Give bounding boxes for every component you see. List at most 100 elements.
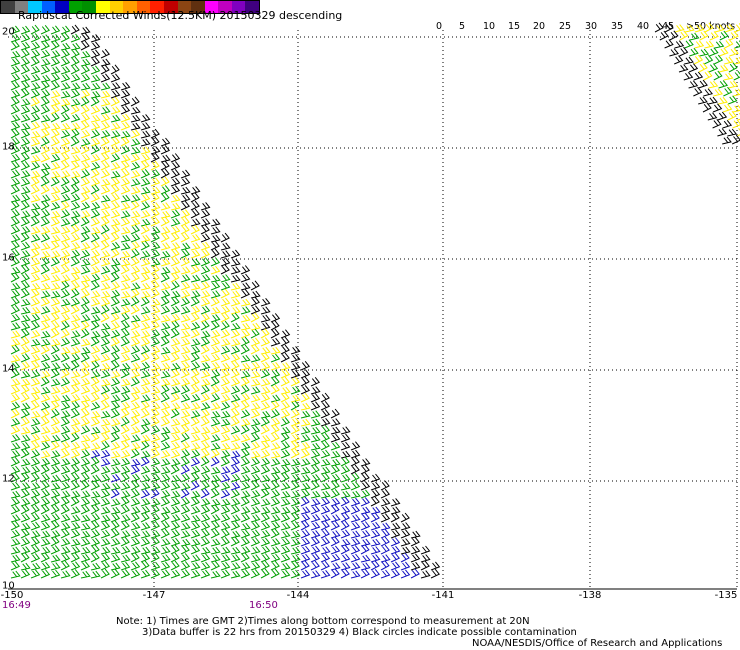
wind-barb: [30, 209, 41, 219]
wind-barb: [100, 345, 111, 355]
wind-barb: [260, 440, 270, 451]
wind-barb: [180, 224, 190, 235]
wind-barb: [60, 553, 71, 563]
wind-barb: [100, 273, 111, 283]
wind-barb: [160, 232, 170, 243]
wind-barb: [30, 386, 41, 395]
wind-barb: [20, 306, 31, 315]
wind-barb: [80, 64, 90, 75]
wind-barb: [110, 482, 121, 491]
wind-barb: [190, 497, 200, 507]
colorbar-swatch: [204, 1, 219, 13]
wind-barb: [10, 73, 21, 83]
wind-barb: [320, 449, 331, 459]
wind-barb: [100, 449, 111, 459]
wind-barb: [240, 490, 251, 499]
wind-barb: [390, 522, 401, 531]
wind-barb: [160, 441, 171, 451]
wind-barb: [300, 482, 311, 491]
wind-barb: [130, 546, 141, 555]
wind-barb: [30, 553, 41, 563]
wind-barb: [170, 161, 181, 171]
wind-barb: [50, 362, 61, 371]
wind-barb: [10, 481, 21, 491]
wind-barb: [120, 490, 131, 499]
wind-barb: [170, 474, 181, 483]
wind-barb: [200, 505, 211, 515]
wind-barb: [150, 298, 161, 307]
wind-barb: [240, 448, 250, 459]
wind-barb: [200, 362, 211, 371]
wind-barb: [200, 465, 211, 475]
wind-barb: [60, 209, 71, 219]
wind-barb: [210, 274, 221, 283]
wind-barb: [410, 561, 421, 571]
wind-barb: [717, 128, 727, 137]
wind-barb: [140, 361, 151, 371]
wind-barb: [20, 122, 31, 131]
wind-barb: [70, 216, 80, 227]
wind-barb: [80, 96, 90, 107]
wind-barb: [90, 265, 101, 275]
wind-barb: [360, 464, 370, 475]
wind-barb: [400, 522, 411, 531]
wind-barb: [210, 570, 221, 579]
wind-barb: [280, 569, 291, 579]
wind-barb: [130, 241, 140, 251]
wind-barb: [170, 305, 181, 315]
wind-barb: [110, 520, 120, 531]
wind-barb: [80, 441, 91, 451]
wind-barb: [360, 458, 371, 467]
wind-barb: [130, 96, 140, 107]
wind-barb: [100, 322, 111, 331]
wind-barb: [380, 560, 390, 571]
wind-barb: [260, 378, 271, 387]
wind-barb: [90, 513, 101, 523]
wind-barb: [90, 153, 101, 163]
wind-barb: [60, 152, 70, 163]
wind-barb: [40, 105, 50, 115]
wind-barb: [280, 336, 290, 347]
wind-barb: [722, 119, 733, 129]
wind-barb: [130, 161, 141, 171]
wind-barb: [90, 345, 101, 355]
wind-barb: [679, 30, 689, 41]
wind-barb: [130, 248, 140, 259]
wind-barb: [10, 570, 21, 579]
wind-barb: [50, 520, 60, 531]
wind-barb: [220, 569, 231, 579]
wind-barb: [300, 489, 311, 499]
wind-barb: [733, 70, 740, 81]
wind-barb: [100, 240, 110, 251]
wind-barb: [290, 458, 301, 467]
wind-barb: [190, 538, 201, 547]
wind-barb: [320, 553, 331, 563]
wind-barb: [160, 137, 171, 147]
wind-barb: [120, 569, 131, 579]
colorbar-swatch: [177, 1, 192, 13]
wind-barb: [250, 554, 261, 563]
wind-barb: [190, 361, 201, 371]
wind-barb: [310, 490, 321, 499]
wind-barb: [370, 521, 381, 531]
wind-barb: [130, 392, 140, 403]
wind-barb: [280, 506, 291, 515]
wind-barb: [180, 209, 191, 219]
wind-barb: [50, 73, 61, 83]
wind-barb: [170, 217, 181, 227]
wind-barb: [260, 322, 271, 331]
wind-barb: [80, 352, 90, 363]
wind-barb: [30, 496, 40, 507]
wind-barb: [70, 128, 80, 139]
time-label-2: 16:50: [249, 600, 278, 611]
wind-barb: [210, 504, 220, 515]
wind-barb: [70, 480, 80, 491]
wind-barb: [260, 521, 271, 531]
wind-barb: [90, 232, 100, 243]
wind-barb: [90, 392, 100, 403]
wind-barb: [330, 408, 340, 419]
wind-barb: [310, 570, 321, 579]
wind-barb: [80, 522, 91, 531]
wind-barb: [10, 225, 21, 235]
wind-barb: [20, 321, 31, 331]
